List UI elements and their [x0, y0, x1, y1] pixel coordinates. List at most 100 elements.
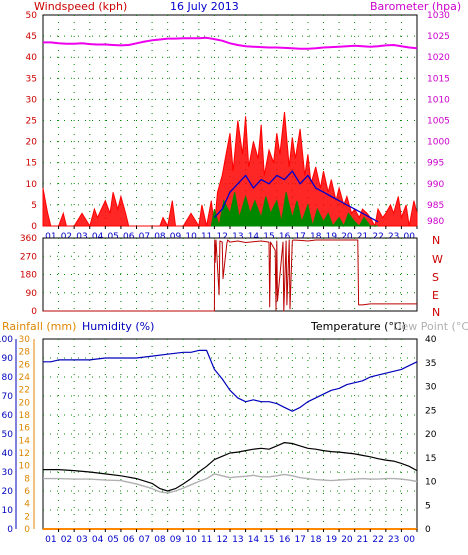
barometer-tick-label: 1030: [427, 11, 450, 21]
direction-tick-label: 90: [26, 289, 38, 299]
rainfall-tick-label: 24: [19, 373, 31, 383]
rainfall-axis-title: Rainfall (mm): [2, 320, 76, 333]
x-tick-label: 22: [372, 535, 383, 545]
temperature-tick-label: 10: [425, 478, 437, 488]
x-tick-label: 04: [92, 232, 104, 242]
barometer-tick-label: 980: [427, 217, 444, 227]
series-line: [43, 349, 418, 412]
x-tick-label: 05: [107, 535, 118, 545]
temperature-axis-ticks: 0 5 10 15 20 25 30 35 40: [425, 335, 437, 535]
compass-label: S: [432, 271, 439, 284]
x-tick-label: 21: [357, 535, 368, 545]
barometer-axis-ticks: 985 990 995 1000 1005 1010 1015 1020 1025 1030 980: [427, 11, 450, 227]
compass-label: N: [432, 234, 440, 247]
x-tick-label: 02: [61, 232, 72, 242]
x-tick-label: 01: [45, 232, 56, 242]
chart-date: 16 July 2013: [170, 0, 239, 13]
series-line: [43, 442, 418, 492]
windspeed-tick-label: 50: [26, 11, 38, 21]
x-tick-label: 15: [263, 535, 274, 545]
x-tick-label: 11: [201, 535, 212, 545]
x-tick-label: 19: [326, 232, 338, 242]
x-tick-label: 22: [372, 232, 383, 242]
temperature-tick-label: 5: [425, 501, 431, 511]
humidity-tick-label: 0: [7, 525, 13, 535]
barometer-tick-label: 985: [427, 201, 444, 211]
x-tick-label: 19: [326, 535, 338, 545]
humidity-tick-label: 80: [2, 373, 14, 383]
direction-tick-label: 360: [20, 234, 37, 244]
x-tick-label: 08: [154, 535, 166, 545]
barometer-axis-title: Barometer (hpa): [370, 0, 461, 13]
rainfall-tick-label: 14: [19, 436, 31, 446]
direction-panel-series: [43, 239, 417, 312]
rainfall-tick-label: 18: [19, 411, 31, 421]
humidity-tick-label: 60: [2, 411, 14, 421]
x-tick-label: 06: [123, 535, 135, 545]
compass-label: N: [432, 306, 440, 319]
x-tick-label: 15: [263, 232, 274, 242]
windspeed-tick-label: 5: [31, 201, 37, 211]
wind-panel-x-ticks: 01 02 03 04 05 06 07 08 09 10 11 12 13 14 15 16 17 18 19 20…: [45, 226, 418, 242]
windspeed-tick-label: 20: [26, 138, 38, 148]
windspeed-tick-label: 0: [31, 222, 37, 232]
rainfall-tick-label: 10: [19, 462, 31, 472]
windspeed-tick-label: 35: [26, 74, 37, 84]
temperature-tick-label: 25: [425, 406, 436, 416]
series-line: [43, 239, 417, 312]
rainfall-tick-label: 20: [19, 398, 31, 408]
humidity-tick-label: 20: [2, 487, 14, 497]
x-tick-label: 21: [357, 232, 368, 242]
x-tick-label: 18: [310, 232, 322, 242]
rainfall-tick-label: 2: [24, 512, 30, 522]
x-tick-label: 13: [232, 535, 243, 545]
humidity-tick-label: 40: [2, 449, 14, 459]
humidity-tick-label: 70: [2, 392, 14, 402]
x-tick-label: 16: [279, 232, 291, 242]
x-tick-label: 12: [217, 535, 228, 545]
direction-tick-label: 180: [20, 271, 37, 281]
temperature-tick-label: 15: [425, 454, 436, 464]
x-tick-label: 11: [201, 232, 212, 242]
direction-tick-label: 270: [20, 252, 37, 262]
rainfall-tick-label: 28: [19, 348, 31, 358]
x-tick-label: 02: [61, 535, 72, 545]
x-tick-label: 00: [404, 232, 416, 242]
x-tick-label: 13: [232, 232, 243, 242]
humidity-axis-ticks: 0 10 20 30 40 50 60 70 80 90 100: [0, 335, 13, 535]
humidity-tick-label: 100: [0, 335, 13, 345]
windspeed-tick-label: 30: [26, 95, 38, 105]
x-tick-label: 18: [310, 535, 322, 545]
windspeed-axis-ticks: 0 5 10 15 20 25 30 35 40 45 50: [26, 11, 38, 232]
windspeed-tick-label: 25: [26, 117, 37, 127]
series-wind-low: [210, 192, 378, 228]
rainfall-tick-label: 22: [19, 386, 30, 396]
humidity-tick-label: 50: [2, 430, 14, 440]
x-tick-label: 00: [404, 535, 416, 545]
rainfall-tick-label: 16: [19, 424, 31, 434]
direction-panel-frame: [42, 237, 418, 312]
x-tick-label: 23: [388, 535, 399, 545]
barometer-tick-label: 1010: [427, 95, 450, 105]
x-tick-label: 10: [185, 535, 197, 545]
direction-axis-ticks: 0 90 180 270 360: [20, 234, 37, 317]
wind-panel-series: [42, 36, 418, 228]
rainfall-tick-label: 6: [24, 487, 30, 497]
barometer-tick-label: 1015: [427, 74, 450, 84]
windspeed-tick-label: 10: [26, 180, 38, 190]
x-tick-label: 03: [76, 232, 87, 242]
rainfall-tick-label: 8: [24, 474, 30, 484]
x-tick-label: 07: [139, 232, 150, 242]
windspeed-tick-label: 45: [26, 32, 37, 42]
barometer-tick-label: 1020: [427, 53, 450, 63]
temperature-tick-label: 30: [425, 383, 437, 393]
rainfall-tick-label: 4: [24, 500, 30, 510]
humidity-tick-label: 90: [2, 354, 14, 364]
barometer-tick-label: 990: [427, 180, 444, 190]
x-tick-label: 05: [107, 232, 118, 242]
dewpoint-axis-title: Dew Point (°C): [393, 320, 468, 333]
humidity-tick-label: 10: [2, 506, 14, 516]
x-tick-label: 14: [248, 535, 260, 545]
